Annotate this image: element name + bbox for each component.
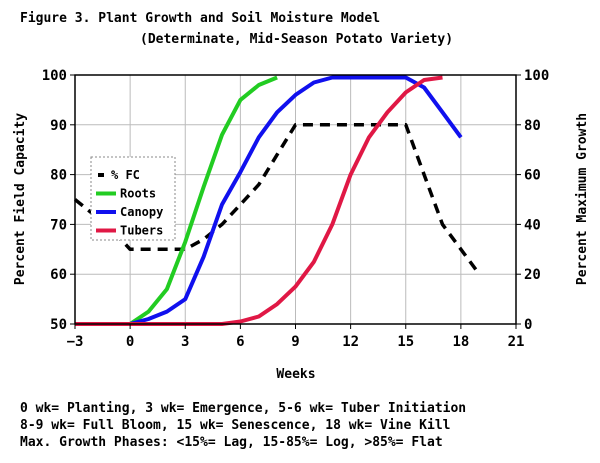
y-tick-label-left: 100 bbox=[42, 68, 67, 84]
legend-label-canopy: Canopy bbox=[120, 205, 163, 219]
legend-label-fc: % FC bbox=[111, 168, 140, 182]
legend-label-tubers: Tubers bbox=[120, 224, 163, 238]
x-tick-label: 9 bbox=[291, 334, 299, 350]
x-axis-label: Weeks bbox=[276, 367, 315, 382]
y-tick-label-right: 0 bbox=[524, 317, 532, 333]
series-fc-line bbox=[73, 123, 481, 276]
x-tick-label: 3 bbox=[181, 334, 189, 350]
y-tick-label-left: 50 bbox=[50, 317, 67, 333]
legend-swatch-fc bbox=[98, 173, 104, 177]
note-line-1: 0 wk= Planting, 3 wk= Emergence, 5-6 wk=… bbox=[20, 401, 467, 416]
x-tick-label: −3 bbox=[67, 334, 84, 350]
y-tick-label-right: 60 bbox=[524, 168, 541, 184]
x-tick-label: 6 bbox=[236, 334, 244, 350]
legend: % FC Roots Canopy Tubers bbox=[90, 156, 176, 241]
y-axis-label-left: Percent Field Capacity bbox=[13, 113, 28, 285]
series-canopy-line bbox=[75, 75, 463, 326]
y-tick-label-left: 70 bbox=[50, 217, 67, 233]
chart-title: Figure 3. Plant Growth and Soil Moisture… bbox=[20, 11, 381, 26]
y-tick-label-right: 40 bbox=[524, 217, 541, 233]
x-tick-label: 21 bbox=[508, 334, 525, 350]
y-tick-label-right: 80 bbox=[524, 118, 541, 134]
note-line-3: Max. Growth Phases: <15%= Lag, 15-85%= L… bbox=[20, 435, 443, 450]
note-line-2: 8-9 wk= Full Bloom, 15 wk= Senescence, 1… bbox=[20, 418, 451, 433]
y-tick-label-left: 80 bbox=[50, 168, 67, 184]
y-axis-label-right: Percent Maximum Growth bbox=[575, 113, 590, 285]
y-tick-label-left: 60 bbox=[50, 267, 67, 283]
legend-label-roots: Roots bbox=[120, 187, 156, 201]
chart-subtitle: (Determinate, Mid-Season Potato Variety) bbox=[140, 32, 454, 47]
y-tick-label-right: 20 bbox=[524, 267, 541, 283]
x-tick-label: 15 bbox=[397, 334, 414, 350]
y-tick-label-left: 90 bbox=[50, 118, 67, 134]
ticks: −3 0 3 6 9 12 15 18 21 50 60 70 80 90 100 0 20 40 60 80 100 bbox=[42, 68, 550, 350]
series-layer bbox=[73, 75, 481, 326]
legend-box bbox=[90, 156, 176, 241]
x-tick-label: 12 bbox=[342, 334, 359, 350]
series-roots-line bbox=[75, 75, 278, 326]
x-tick-label: 18 bbox=[452, 334, 469, 350]
y-tick-label-right: 100 bbox=[524, 68, 549, 84]
x-tick-label: 0 bbox=[126, 334, 134, 350]
